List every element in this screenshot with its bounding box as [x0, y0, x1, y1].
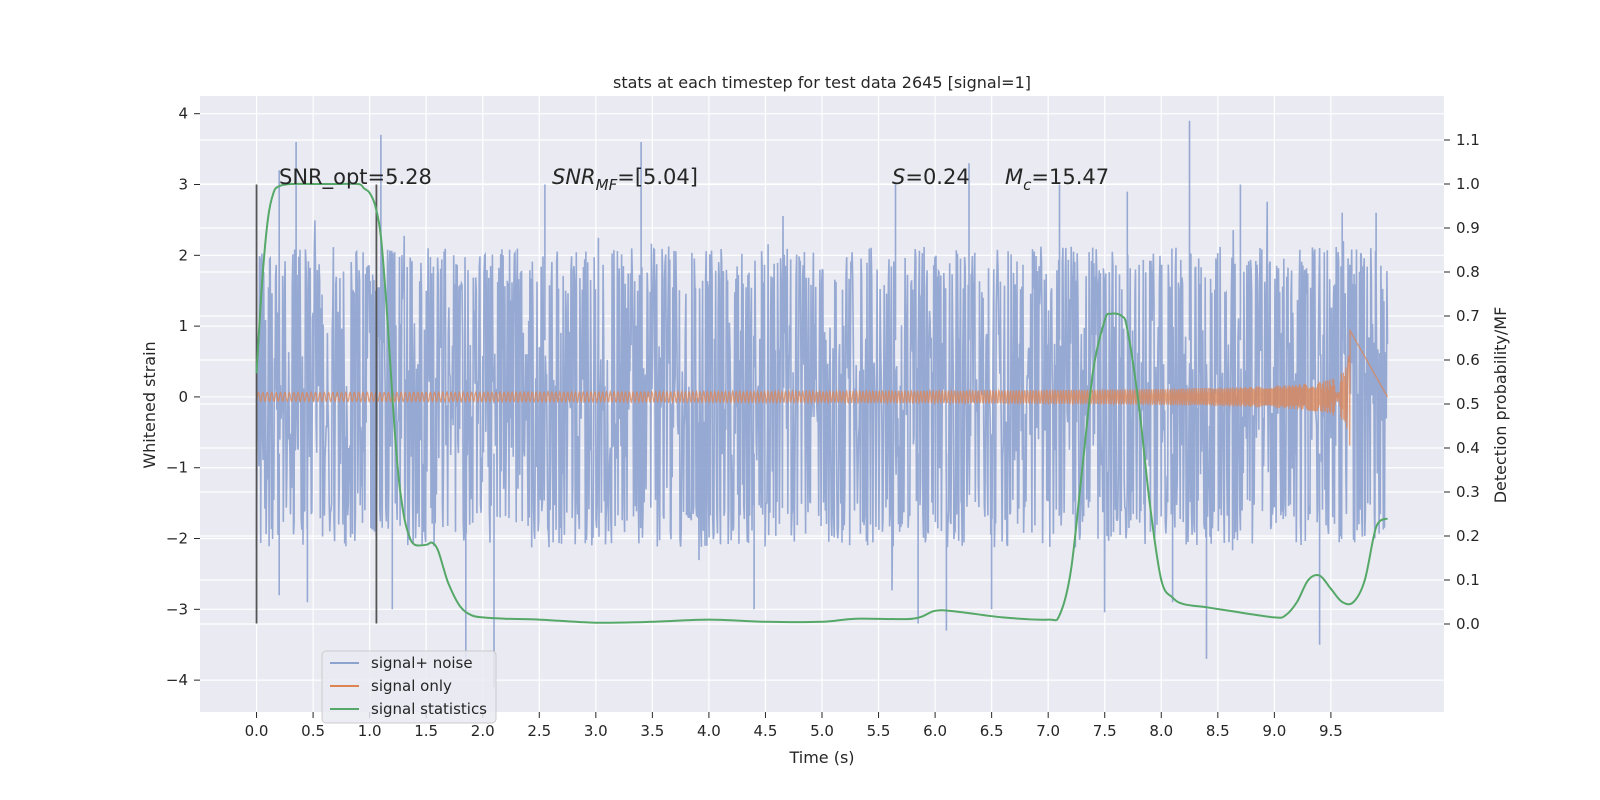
annotation-snr-opt: SNR_opt=5.28	[279, 165, 432, 190]
x-tick-label: 8.0	[1149, 722, 1173, 740]
x-tick-label: 5.5	[867, 722, 891, 740]
signal-only-line	[255, 328, 1389, 446]
y-tick-label: 3	[178, 176, 188, 194]
y2-tick-label: 0.9	[1456, 219, 1480, 237]
legend: signal+ noise signal only signal statist…	[321, 650, 497, 724]
y-tick-label: 0	[178, 388, 188, 406]
x-tick-label: 3.5	[640, 722, 664, 740]
x-tick-label: 0.5	[301, 722, 325, 740]
y2-tick-label: 1.1	[1456, 131, 1480, 149]
vertical-markers	[255, 184, 378, 624]
annotation-mc: Mc=15.47	[1005, 165, 1109, 194]
legend-box	[321, 650, 497, 724]
x-axis-ticks: 0.0 0.5 1.0 1.5 2.0 2.5 3.0 3.5 4.0 4.5 5.0 5.5 6.0 6…	[245, 712, 1343, 740]
y2-axis-label: Detection probability/MF	[1491, 307, 1510, 504]
signal-only-series	[255, 328, 1389, 446]
x-tick-label: 7.5	[1093, 722, 1117, 740]
y2-axis-ticks: 1.1 1.0 0.9 0.8 0.7 0.6 0.5 0.4 0.3 0.2 0.1 0.0	[1444, 131, 1480, 633]
y-tick-label: −1	[166, 459, 188, 477]
y-tick-label: 1	[178, 317, 188, 335]
y-tick-label: −2	[166, 530, 188, 548]
y2-tick-label: 0.8	[1456, 263, 1480, 281]
y-axis-label: Whitened strain	[140, 341, 159, 468]
y2-tick-label: 0.2	[1456, 527, 1480, 545]
legend-label-signal-plus-noise: signal+ noise	[371, 654, 473, 672]
snr-mf-value: =[5.04]	[617, 165, 698, 189]
x-tick-label: 5.0	[810, 722, 834, 740]
legend-label-signal-only: signal only	[371, 677, 452, 695]
y2-tick-label: 0.4	[1456, 439, 1480, 457]
x-tick-label: 4.0	[697, 722, 721, 740]
y-tick-label: 4	[178, 105, 188, 123]
annotation-s: S=0.24	[892, 165, 970, 189]
x-tick-label: 2.5	[527, 722, 551, 740]
x-tick-label: 6.0	[923, 722, 947, 740]
annotation-snr-mf: SNRMF=[5.04]	[552, 165, 698, 194]
y2-tick-label: 0.5	[1456, 395, 1480, 413]
signal-statistics-series	[255, 182, 1389, 624]
y-tick-label: −4	[166, 671, 188, 689]
x-tick-label: 0.0	[245, 722, 269, 740]
x-tick-label: 7.0	[1036, 722, 1060, 740]
x-tick-label: 8.5	[1206, 722, 1230, 740]
y2-tick-label: 0.7	[1456, 307, 1480, 325]
s-var: S	[892, 165, 905, 189]
x-tick-label: 6.5	[980, 722, 1004, 740]
legend-label-signal-statistics: signal statistics	[371, 700, 487, 718]
x-tick-label: 2.0	[471, 722, 495, 740]
y-axis-ticks: 4 3 2 1 0 −1 −2 −3 −4	[166, 105, 200, 689]
y2-tick-label: 0.3	[1456, 483, 1480, 501]
x-axis-label: Time (s)	[788, 748, 854, 767]
s-value: =0.24	[905, 165, 969, 189]
y-tick-label: 2	[178, 246, 188, 264]
x-tick-label: 1.0	[358, 722, 382, 740]
y2-tick-label: 0.0	[1456, 615, 1480, 633]
mc-value: =15.47	[1031, 165, 1109, 189]
x-tick-label: 9.0	[1262, 722, 1286, 740]
x-tick-label: 3.0	[584, 722, 608, 740]
chart-title: stats at each timestep for test data 264…	[613, 73, 1031, 92]
signal-statistics-line	[255, 182, 1389, 624]
x-tick-label: 9.5	[1319, 722, 1343, 740]
x-tick-label: 4.5	[754, 722, 778, 740]
y2-tick-label: 1.0	[1456, 175, 1480, 193]
y-tick-label: −3	[166, 600, 188, 618]
mc-var: M	[1005, 165, 1023, 189]
snr-mf-sub: MF	[596, 176, 618, 194]
y2-tick-label: 0.1	[1456, 571, 1480, 589]
mc-sub: c	[1023, 176, 1032, 194]
snr-mf-base: SNR	[552, 165, 596, 189]
x-tick-label: 1.5	[414, 722, 438, 740]
y2-tick-label: 0.6	[1456, 351, 1480, 369]
